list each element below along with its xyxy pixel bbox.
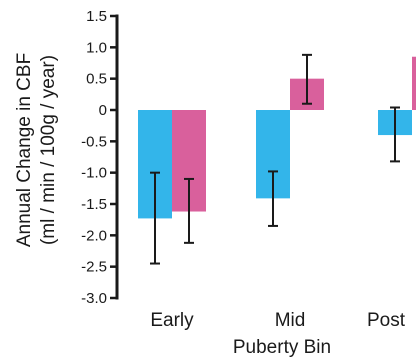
y-tick-label: -2.5 (81, 259, 107, 276)
bars-layer (138, 56, 416, 219)
y-tick-label: 1.0 (86, 39, 107, 56)
x-category-labels: Early Mid Post (150, 310, 405, 331)
bar (412, 56, 416, 110)
y-tick-label: 0.5 (86, 71, 107, 88)
y-tick-label: -2.0 (81, 227, 107, 244)
y-tick-label: -1.5 (81, 196, 107, 213)
x-axis-title: Puberty Bin (233, 337, 331, 358)
y-ticks-layer: 1.5 1.0 0.5 0 -0.5 -1.0 -1.5 -2.0 -2.5 -3.0 (81, 8, 117, 307)
y-axis-title-line1: Annual Change in CBF (14, 53, 35, 247)
y-tick-label: 1.5 (86, 8, 107, 25)
y-axis-title-line2: (ml / min / 100g / year) (38, 55, 59, 245)
error-bars-layer (150, 53, 400, 265)
x-category-label: Mid (275, 310, 306, 331)
y-tick-label: -1.0 (81, 165, 107, 182)
y-tick-label: 0 (99, 102, 107, 119)
x-category-label: Post (367, 310, 406, 331)
x-category-label: Early (150, 310, 194, 331)
y-tick-label: -3.0 (81, 290, 107, 307)
y-tick-label: -0.5 (81, 133, 107, 150)
